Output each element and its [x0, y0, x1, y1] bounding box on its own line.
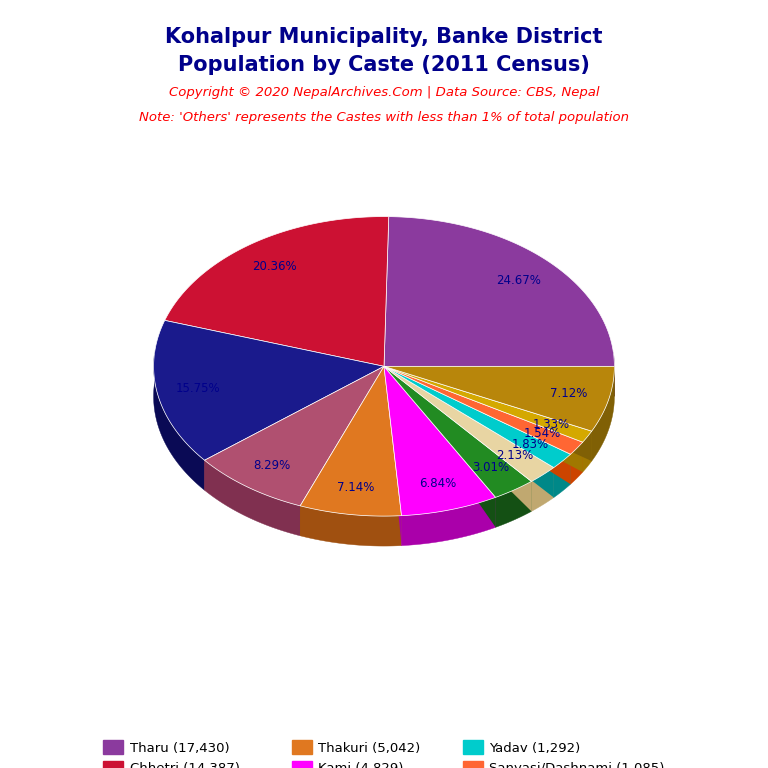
Polygon shape — [384, 366, 591, 461]
Polygon shape — [384, 366, 571, 484]
Polygon shape — [384, 366, 495, 515]
Polygon shape — [384, 366, 614, 396]
Polygon shape — [384, 366, 614, 431]
Text: 1.54%: 1.54% — [524, 427, 561, 440]
Text: 1.33%: 1.33% — [532, 418, 569, 431]
Polygon shape — [204, 366, 384, 490]
Text: 1.83%: 1.83% — [511, 438, 549, 451]
Polygon shape — [384, 217, 614, 366]
Polygon shape — [204, 460, 300, 536]
Polygon shape — [495, 482, 531, 528]
Polygon shape — [300, 366, 402, 516]
Polygon shape — [571, 442, 583, 484]
Polygon shape — [384, 366, 614, 396]
Polygon shape — [591, 366, 614, 461]
Text: 6.84%: 6.84% — [419, 478, 457, 491]
Polygon shape — [583, 431, 591, 472]
Polygon shape — [384, 366, 531, 511]
Polygon shape — [384, 366, 495, 528]
Polygon shape — [384, 366, 554, 498]
Text: 7.14%: 7.14% — [337, 482, 375, 495]
Polygon shape — [384, 366, 591, 442]
Polygon shape — [384, 366, 554, 482]
Polygon shape — [384, 366, 583, 472]
Polygon shape — [384, 366, 583, 454]
Text: 20.36%: 20.36% — [252, 260, 296, 273]
Text: 8.29%: 8.29% — [253, 458, 291, 472]
Polygon shape — [384, 366, 554, 498]
Polygon shape — [154, 353, 204, 490]
Text: Population by Caste (2011 Census): Population by Caste (2011 Census) — [178, 55, 590, 75]
Text: Note: 'Others' represents the Castes with less than 1% of total population: Note: 'Others' represents the Castes wit… — [139, 111, 629, 124]
Polygon shape — [384, 366, 495, 528]
Polygon shape — [300, 506, 402, 546]
Polygon shape — [384, 366, 402, 545]
Polygon shape — [384, 366, 571, 468]
Text: 7.12%: 7.12% — [550, 387, 587, 400]
Polygon shape — [300, 366, 384, 536]
Polygon shape — [164, 217, 389, 366]
Polygon shape — [384, 366, 531, 498]
Polygon shape — [154, 320, 384, 460]
Polygon shape — [384, 366, 402, 545]
Polygon shape — [384, 366, 591, 461]
Text: 15.75%: 15.75% — [176, 382, 220, 396]
Text: 2.13%: 2.13% — [496, 449, 533, 462]
Text: Copyright © 2020 NepalArchives.Com | Data Source: CBS, Nepal: Copyright © 2020 NepalArchives.Com | Dat… — [169, 86, 599, 99]
Polygon shape — [300, 366, 384, 536]
Polygon shape — [384, 366, 571, 484]
Polygon shape — [204, 366, 384, 490]
Polygon shape — [384, 366, 583, 472]
Polygon shape — [531, 468, 554, 511]
Polygon shape — [384, 366, 531, 511]
Polygon shape — [402, 498, 495, 545]
Text: 24.67%: 24.67% — [497, 274, 541, 287]
Legend: Tharu (17,430), Chhetri (14,387), Brahmin - Hill (11,129), Magar (5,854), Thakur: Tharu (17,430), Chhetri (14,387), Brahmi… — [98, 735, 670, 768]
Text: Kohalpur Municipality, Banke District: Kohalpur Municipality, Banke District — [165, 27, 603, 47]
Polygon shape — [554, 454, 571, 498]
Text: 3.01%: 3.01% — [472, 461, 509, 474]
Polygon shape — [204, 366, 384, 506]
